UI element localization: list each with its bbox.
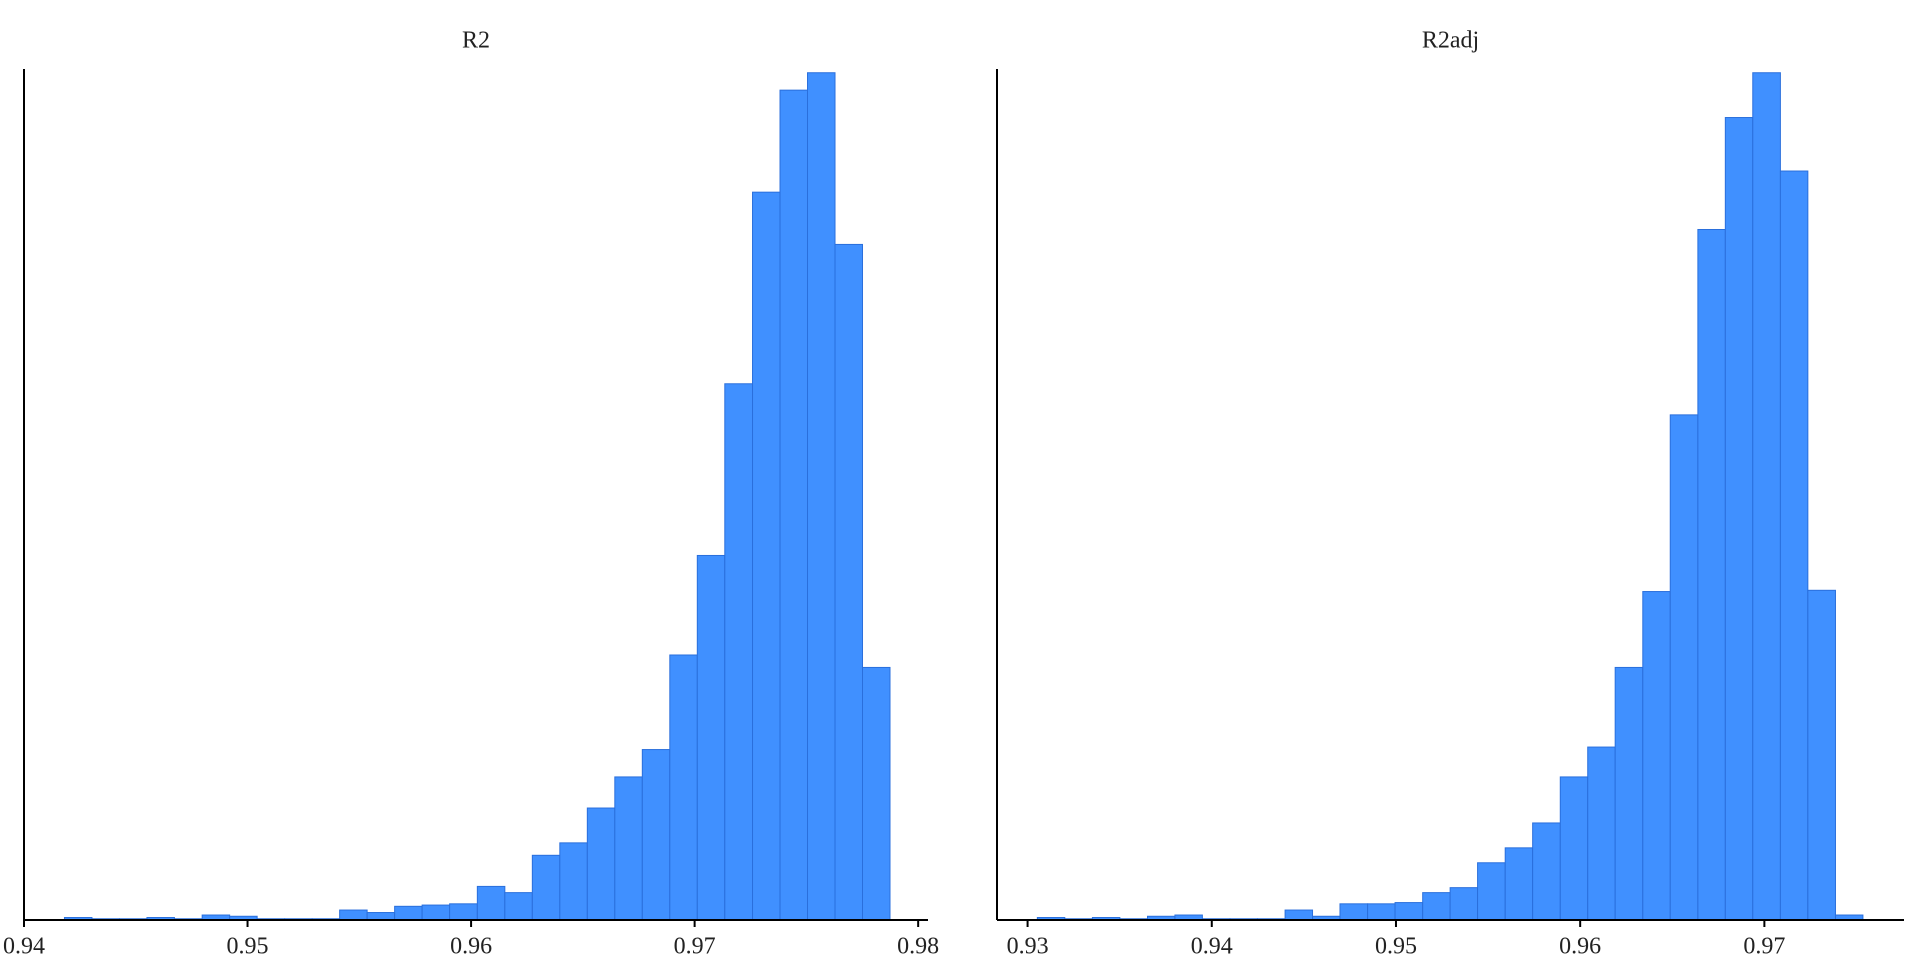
panel-title: R2adj bbox=[1422, 28, 1479, 54]
bar bbox=[1779, 170, 1809, 921]
bar bbox=[476, 885, 506, 921]
bar bbox=[1394, 902, 1424, 921]
bar bbox=[449, 903, 478, 921]
bar bbox=[1614, 666, 1644, 921]
bar bbox=[1642, 591, 1671, 921]
bar bbox=[696, 554, 726, 921]
bar bbox=[614, 776, 643, 921]
x-tick-label: 0.96 bbox=[450, 934, 492, 960]
bar bbox=[1724, 117, 1754, 921]
bar bbox=[586, 807, 616, 921]
x-tick-label: 0.94 bbox=[3, 934, 45, 960]
x-tick-label: 0.95 bbox=[1375, 934, 1417, 960]
bar bbox=[1477, 862, 1506, 921]
x-tick-label: 0.98 bbox=[897, 934, 939, 960]
bar bbox=[1339, 903, 1369, 921]
bar bbox=[504, 892, 533, 921]
bar bbox=[559, 842, 588, 921]
x-tick-label: 0.94 bbox=[1191, 934, 1233, 960]
bar bbox=[1669, 414, 1699, 921]
x-tick-label: 0.95 bbox=[227, 934, 269, 960]
x-tick-label: 0.97 bbox=[1743, 934, 1785, 960]
bar bbox=[1532, 822, 1561, 921]
x-tick-label: 0.96 bbox=[1559, 934, 1601, 960]
bar bbox=[862, 666, 891, 921]
bar bbox=[1697, 228, 1726, 921]
bar bbox=[1504, 847, 1534, 921]
bar bbox=[1284, 909, 1314, 921]
bar bbox=[724, 383, 754, 921]
bar bbox=[531, 854, 561, 921]
bar bbox=[1422, 892, 1451, 921]
x-tick-label: 0.93 bbox=[1007, 934, 1049, 960]
bar bbox=[834, 243, 864, 921]
panel-title: R2 bbox=[462, 28, 490, 54]
bar bbox=[394, 905, 423, 921]
bar bbox=[1807, 589, 1836, 921]
bar bbox=[1752, 72, 1781, 921]
bar bbox=[339, 909, 368, 921]
bar bbox=[1367, 903, 1396, 921]
bar bbox=[807, 72, 836, 921]
bar bbox=[1587, 746, 1616, 921]
bar bbox=[641, 749, 671, 921]
bar bbox=[366, 912, 396, 921]
bar bbox=[752, 191, 781, 921]
bar bbox=[1559, 776, 1589, 921]
bar bbox=[669, 654, 698, 921]
x-tick-label: 0.97 bbox=[674, 934, 716, 960]
bar bbox=[779, 89, 809, 921]
bar bbox=[1449, 887, 1479, 921]
bar bbox=[421, 904, 451, 921]
